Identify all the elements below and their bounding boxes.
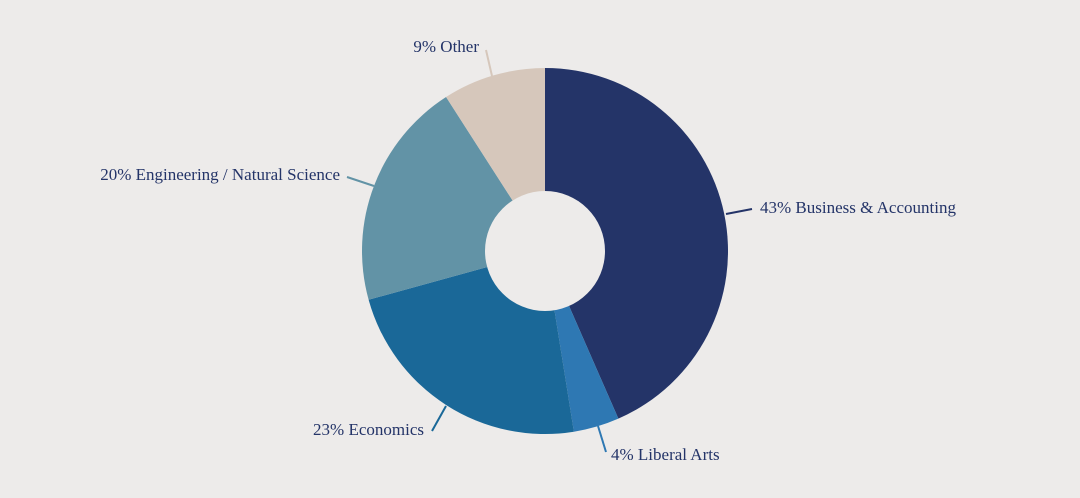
slice-label-3: 23% Economics bbox=[313, 420, 424, 439]
donut-hole bbox=[485, 191, 605, 311]
slice-labels-group: 43% Business & Accounting 4% Liberal Arts… bbox=[100, 37, 956, 464]
slice-label-5: 9% Other bbox=[413, 37, 479, 56]
leader-line-3 bbox=[431, 405, 447, 432]
leader-line-1 bbox=[725, 208, 753, 215]
slice-label-4: 20% Engineering / Natural Science bbox=[100, 165, 340, 184]
leader-lines-group bbox=[346, 49, 753, 453]
slice-label-1: 43% Business & Accounting bbox=[760, 198, 956, 217]
leader-line-4 bbox=[346, 176, 375, 187]
slice-label-2: 4% Liberal Arts bbox=[611, 445, 720, 464]
slice-business-accounting bbox=[545, 68, 729, 419]
leader-line-5 bbox=[485, 49, 493, 77]
leader-line-2 bbox=[597, 425, 607, 453]
